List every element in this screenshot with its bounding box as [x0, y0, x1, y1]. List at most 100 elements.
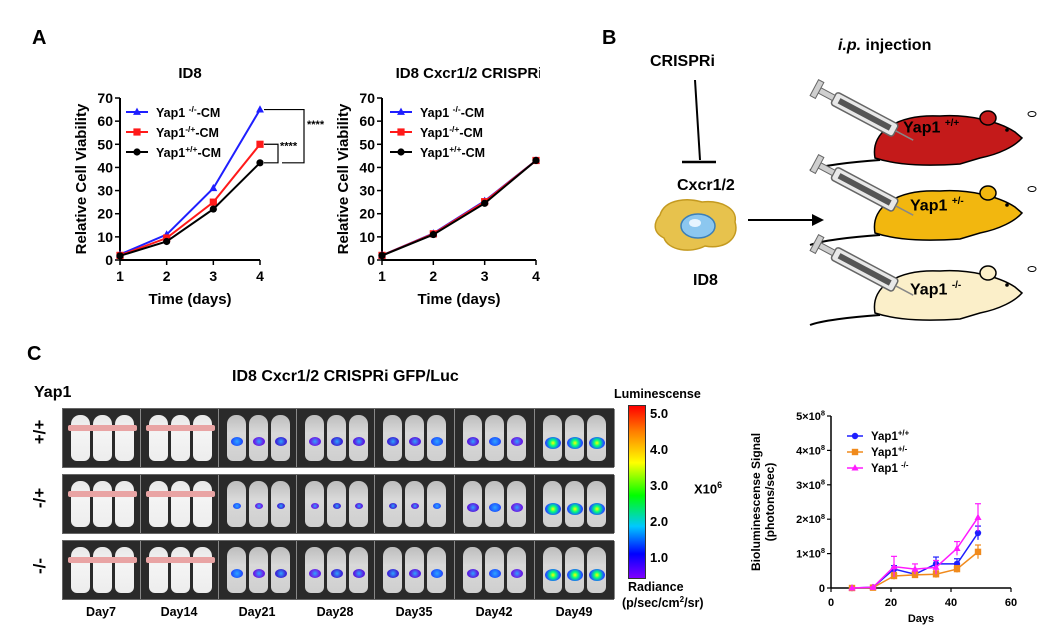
data-point: [890, 562, 898, 570]
significance-label: ****: [307, 119, 325, 131]
imaging-thumbnail: [63, 541, 141, 599]
luminescence-signal: [330, 437, 343, 446]
tape-mark: [112, 557, 137, 563]
inhibition-line: [694, 79, 701, 161]
luminescence-signal: [352, 569, 365, 578]
imaging-thumbnail: [375, 541, 455, 599]
target-label: Cxcr1/2: [677, 177, 735, 194]
luminescence-signal: [332, 503, 341, 509]
data-point: [869, 583, 877, 590]
legend-label: Yap1 -/--CM: [420, 104, 484, 120]
mouse-body: [873, 189, 1024, 241]
luminescence-signal: [274, 437, 287, 446]
luminescence-signal: [230, 437, 243, 446]
luminescence-signal: [566, 437, 583, 449]
mouse-image: [383, 481, 402, 527]
tape-mark: [190, 491, 215, 497]
mouse-image: [543, 481, 562, 527]
x-axis-label: Days: [908, 613, 934, 625]
imaging-thumbnail: [535, 409, 615, 467]
syringe-plunger: [817, 242, 836, 257]
mouse-image: [349, 547, 368, 593]
luminescence-signal: [430, 569, 443, 578]
luminescence-signal: [432, 503, 441, 509]
tape-mark: [168, 557, 193, 563]
data-point: [116, 252, 124, 260]
schematic: [654, 79, 1037, 326]
legend-label: Yap1-/+-CM: [156, 124, 219, 140]
luminescence-signal: [354, 503, 363, 509]
luminescence-signal: [510, 503, 523, 512]
mouse-image: [383, 547, 402, 593]
y-axis-label-line1: Bioluminescense Signal: [749, 433, 763, 571]
mouse-image: [543, 415, 562, 461]
legend-marker: [133, 107, 141, 115]
mouse-image: [507, 481, 526, 527]
legend-label: Yap1-/+-CM: [420, 124, 483, 140]
data-point: [974, 513, 982, 521]
luminescence-signal: [252, 437, 265, 446]
imaging-thumbnail: [219, 541, 297, 599]
mouse-eye: [1005, 128, 1009, 132]
mouse-image: [146, 415, 171, 461]
day-label: Day21: [238, 605, 276, 619]
panel-c-letter: C: [27, 343, 42, 365]
tape-mark: [146, 491, 171, 497]
mouse-image: [463, 547, 482, 593]
mouse-image: [168, 481, 193, 527]
y-axis-label-line2: (photons/sec): [763, 463, 777, 542]
chart-id8-crispri: ID8 Cxcr1/2 CRISPRi 0 10 20 30 40 50 60 70 1 2 3 4 Ti…: [335, 65, 540, 308]
mouse-image: [405, 481, 424, 527]
mouse-image: [271, 547, 290, 593]
y-tick-label: 70: [359, 90, 375, 106]
imaging-thumbnail: [455, 475, 535, 533]
row-label-wt: +/+: [30, 419, 49, 445]
mouse-image: [190, 415, 215, 461]
y-tick-label: 0: [105, 252, 113, 268]
legend-label: Yap1+/-: [871, 444, 908, 459]
imaging-thumbnail: [63, 409, 141, 467]
y-tick-label: 1×108: [796, 546, 825, 560]
mouse-image: [405, 547, 424, 593]
imaging-thumbnail: [455, 409, 535, 467]
legend-label: Yap1+/+: [871, 428, 910, 443]
luminescence-signal: [544, 569, 561, 581]
data-point: [256, 159, 264, 167]
data-point: [429, 230, 437, 239]
y-axis-label: Relative Cell Viability: [73, 103, 90, 254]
imaging-thumbnail: [297, 541, 375, 599]
data-point: [974, 548, 982, 556]
mouse-tail: [809, 314, 881, 326]
mouse-image: [271, 415, 290, 461]
tape-mark: [190, 425, 215, 431]
mouse-whisker-bubble: [1027, 111, 1037, 117]
injection-label: i.p. injection: [838, 37, 931, 55]
tape-mark: [168, 491, 193, 497]
mouse-image: [427, 415, 446, 461]
mouse-image: [587, 481, 606, 527]
injection-word: injection: [861, 37, 932, 54]
mouse-image: [227, 415, 246, 461]
imaging-thumbnail: [535, 541, 615, 599]
luminescence-signal: [566, 569, 583, 581]
y-tick-label: 20: [359, 206, 375, 222]
luminescence-signal: [566, 503, 583, 515]
mouse-image: [90, 481, 115, 527]
syringe-handle: [809, 234, 825, 255]
y-tick-label: 0: [367, 252, 375, 268]
y-tick-label: 0: [819, 583, 825, 595]
mouse-icon: [809, 154, 1037, 246]
luminescence-signal: [544, 503, 561, 515]
luminescence-signal: [466, 437, 479, 446]
mouse-label-het: Yap1 +/-: [910, 196, 964, 215]
y-tick-label: 60: [359, 113, 375, 129]
x-tick-label: 20: [885, 597, 897, 609]
data-point: [953, 565, 961, 573]
mouse-label-wt: Yap1 +/+: [903, 118, 960, 137]
row-label-het: -/+: [30, 487, 49, 509]
colorbar-tick-label: 1.0: [650, 550, 669, 565]
mouse-image: [249, 547, 268, 593]
mouse-image: [112, 481, 137, 527]
imaging-title: ID8 Cxcr1/2 CRISPRi GFP/Luc: [232, 368, 459, 385]
imaging-thumbnail: [297, 475, 375, 533]
